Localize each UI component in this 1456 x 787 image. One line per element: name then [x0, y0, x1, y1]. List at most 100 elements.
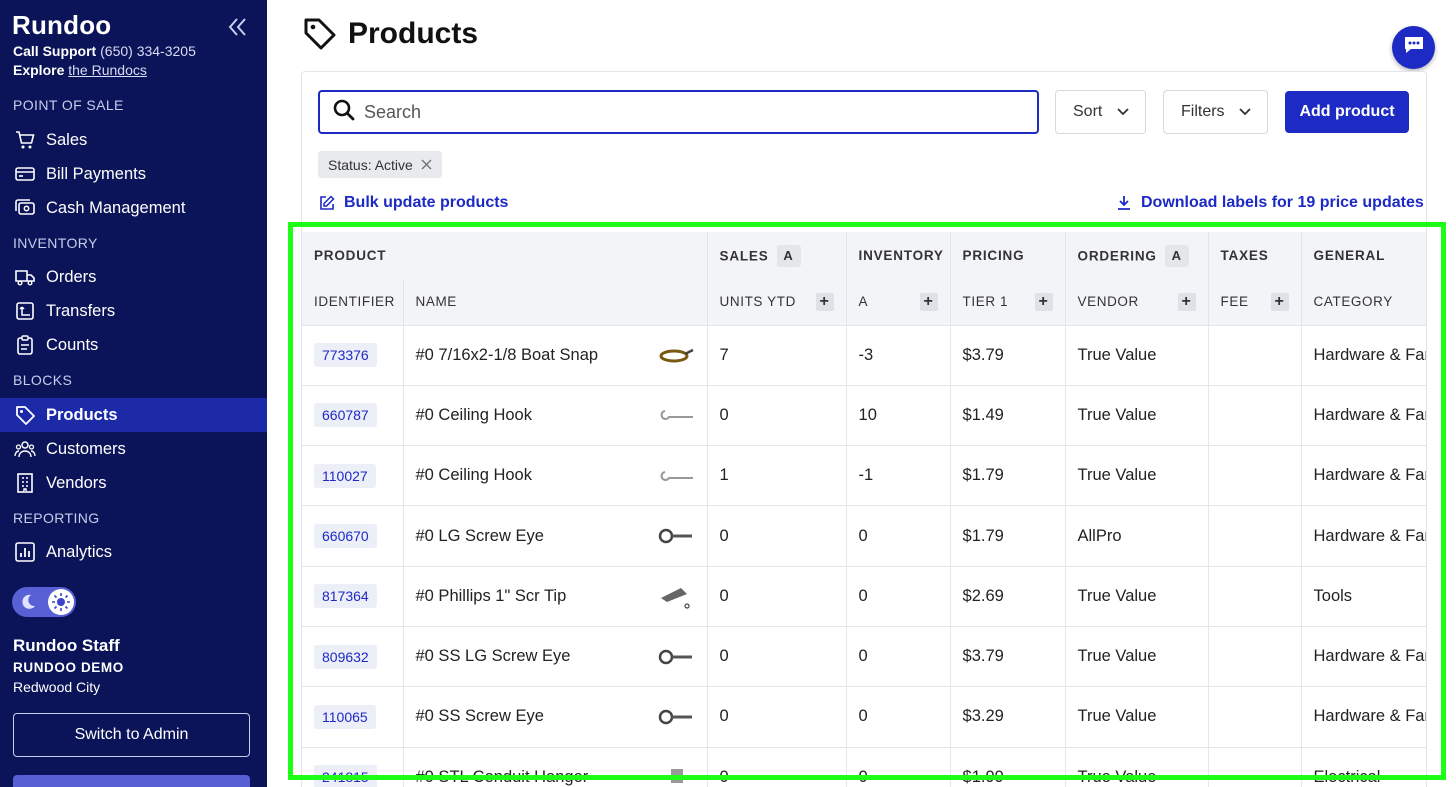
cell-vendor: True Value	[1065, 746, 1209, 787]
page-title-text: Products	[348, 17, 479, 50]
collapse-sidebar-icon[interactable]	[224, 14, 250, 40]
add-column-icon[interactable]: +	[1177, 292, 1196, 311]
sort-button[interactable]: Sort	[1055, 90, 1146, 134]
identifier-tag[interactable]: 110027	[314, 463, 376, 488]
column-header-tier-1[interactable]: TIER 1 +	[950, 279, 1066, 325]
cell-fee	[1208, 686, 1302, 748]
sidebar-item-label: Cash Management	[46, 198, 186, 217]
identifier-tag[interactable]: 809632	[314, 644, 377, 669]
sort-badge[interactable]: A	[1164, 244, 1189, 267]
column-header-vendor[interactable]: VENDOR +	[1065, 279, 1209, 325]
cell-units-ytd: 0	[707, 565, 847, 627]
section-reporting: REPORTING	[13, 510, 100, 526]
identifier-tag[interactable]: 241815	[314, 765, 377, 787]
support-phone[interactable]: (650) 334-3205	[100, 43, 196, 59]
bulk-update-link[interactable]: Bulk update products	[319, 194, 508, 212]
sidebar-bottom-button[interactable]	[13, 775, 250, 787]
switch-to-admin-button[interactable]: Switch to Admin	[13, 713, 250, 757]
add-column-icon[interactable]: +	[1270, 292, 1289, 311]
product-name[interactable]: #0 SS LG Screw Eye	[415, 647, 571, 666]
sort-badge[interactable]: A	[776, 244, 801, 267]
cell-category: Hardware & Farm	[1301, 686, 1426, 748]
cell-fee	[1208, 384, 1302, 446]
sidebar-item-analytics[interactable]: Analytics	[0, 535, 267, 569]
product-name[interactable]: #0 Ceiling Hook	[415, 405, 532, 424]
add-column-icon[interactable]: +	[1034, 292, 1053, 311]
column-header-inventory-a[interactable]: A +	[846, 279, 951, 325]
screw-eye-icon	[657, 702, 695, 732]
sidebar-item-label: Customers	[46, 439, 126, 458]
cell-inventory: 0	[846, 746, 951, 787]
download-labels-link[interactable]: Download labels for 19 price updates	[1116, 194, 1424, 212]
product-name[interactable]: #0 7/16x2-1/8 Boat Snap	[415, 345, 599, 364]
table-row[interactable]: 817364 #0 Phillips 1" Scr Tip 0 0 $2.69 True …	[302, 565, 1426, 627]
support-label: Call Support	[13, 43, 97, 59]
sidebar-item-products[interactable]: Products	[0, 398, 267, 432]
column-header-units-ytd[interactable]: UNITS YTD +	[707, 279, 847, 325]
rundocs-link[interactable]: the Rundocs	[68, 62, 147, 78]
cell-identifier: 660670	[302, 505, 404, 567]
cell-vendor: True Value	[1065, 625, 1209, 687]
table-row[interactable]: 660670 #0 LG Screw Eye 0 0 $1.79 AllPro Hardwa…	[302, 505, 1426, 567]
identifier-tag[interactable]: 110065	[314, 704, 376, 729]
group-header-taxes: TAXES	[1208, 232, 1302, 279]
product-name[interactable]: #0 LG Screw Eye	[415, 526, 544, 545]
identifier-tag[interactable]: 817364	[314, 584, 377, 609]
product-name[interactable]: #0 Phillips 1" Scr Tip	[415, 586, 567, 605]
column-header-identifier[interactable]: IDENTIFIER	[302, 279, 404, 325]
filter-chip-label: Status: Active	[328, 156, 413, 173]
sidebar-item-customers[interactable]: Customers	[0, 432, 267, 466]
cell-units-ytd: 1	[707, 445, 847, 506]
cell-name: #0 LG Screw Eye	[403, 505, 708, 567]
cart-icon	[14, 129, 36, 151]
table-row[interactable]: 660787 #0 Ceiling Hook 0 10 $1.49 True Value H…	[302, 384, 1426, 446]
theme-toggle[interactable]	[12, 587, 76, 617]
column-header-name[interactable]: NAME	[403, 279, 708, 325]
cell-name: #0 STL Conduit Hanger	[403, 746, 708, 787]
cell-price: $1.99	[950, 746, 1066, 787]
support-info: Call Support (650) 334-3205 Explore the …	[13, 42, 196, 80]
brand-logo: Rundoo	[12, 10, 112, 40]
product-name[interactable]: #0 Ceiling Hook	[415, 466, 532, 485]
table-row[interactable]: 110027 #0 Ceiling Hook 1 -1 $1.79 True Value H…	[302, 445, 1426, 506]
cell-category: Hardware & Farm	[1301, 324, 1426, 386]
filters-button[interactable]: Filters	[1163, 90, 1268, 134]
cell-name: #0 Ceiling Hook	[403, 384, 708, 446]
product-name[interactable]: #0 SS Screw Eye	[415, 707, 544, 726]
cell-category: Electrical	[1301, 746, 1426, 787]
chat-button[interactable]	[1392, 26, 1435, 69]
column-header-category[interactable]: CATEGORY	[1301, 279, 1426, 325]
sidebar-item-transfers[interactable]: Transfers	[0, 294, 267, 328]
table-row[interactable]: 773376 #0 7/16x2-1/8 Boat Snap 7 -3 $3.79 Tru…	[302, 324, 1426, 386]
close-icon[interactable]	[421, 159, 432, 170]
search-box[interactable]	[318, 90, 1039, 134]
sidebar-item-vendors[interactable]: Vendors	[0, 466, 267, 500]
products-table: PRODUCT SALES A INVENTORY PRICING ORDERIN…	[302, 232, 1426, 787]
table-row[interactable]: 241815 #0 STL Conduit Hanger 0 0 $1.99 True V…	[302, 746, 1426, 787]
sidebar-item-bill-payments[interactable]: Bill Payments	[0, 157, 267, 191]
search-input[interactable]	[364, 101, 1004, 123]
sidebar-item-counts[interactable]: Counts	[0, 328, 267, 362]
table-row[interactable]: 110065 #0 SS Screw Eye 0 0 $3.29 True Value Ha…	[302, 686, 1426, 748]
cell-name: #0 7/16x2-1/8 Boat Snap	[403, 324, 708, 386]
identifier-tag[interactable]: 660787	[314, 403, 377, 428]
sidebar-item-label: Products	[46, 405, 118, 424]
identifier-tag[interactable]: 660670	[314, 524, 377, 549]
column-header-fee[interactable]: FEE +	[1208, 279, 1302, 325]
identifier-tag[interactable]: 773376	[314, 343, 377, 368]
add-column-icon[interactable]: +	[919, 292, 938, 311]
cell-identifier: 809632	[302, 625, 404, 687]
add-column-icon[interactable]: +	[815, 292, 834, 311]
sidebar-item-orders[interactable]: Orders	[0, 260, 267, 294]
cell-identifier: 110065	[302, 686, 404, 748]
sidebar-item-cash-management[interactable]: Cash Management	[0, 191, 267, 225]
cell-price: $2.69	[950, 565, 1066, 627]
cell-vendor: True Value	[1065, 384, 1209, 446]
table-row[interactable]: 809632 #0 SS LG Screw Eye 0 0 $3.79 True Valu…	[302, 625, 1426, 687]
chart-icon	[14, 541, 36, 563]
add-product-button[interactable]: Add product	[1285, 91, 1409, 133]
sidebar-item-sales[interactable]: Sales	[0, 123, 267, 157]
product-name[interactable]: #0 STL Conduit Hanger	[415, 767, 589, 786]
cell-inventory: 10	[846, 384, 951, 446]
cell-name: #0 Ceiling Hook	[403, 445, 708, 506]
